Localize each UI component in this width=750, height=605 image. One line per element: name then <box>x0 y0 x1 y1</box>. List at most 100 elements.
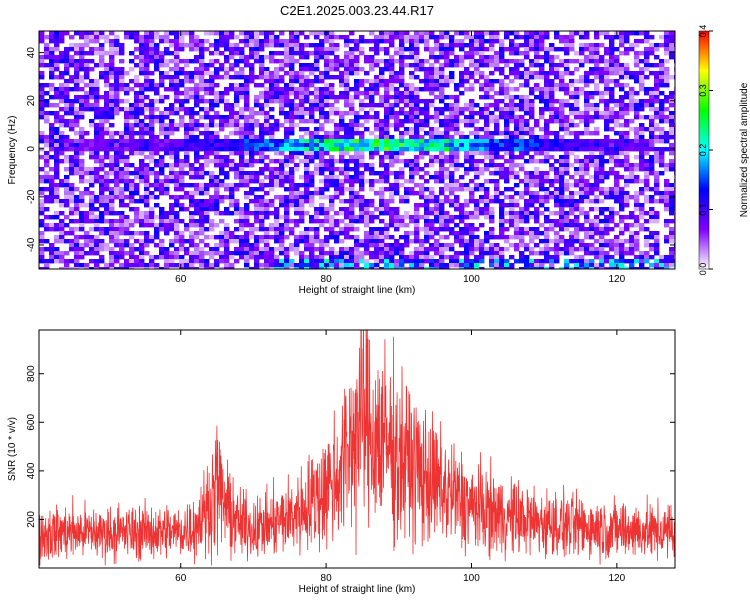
heatmap-cell <box>284 87 290 92</box>
heatmap-cell <box>499 147 505 152</box>
heatmap-cell <box>549 71 555 76</box>
heatmap-cell <box>534 35 540 40</box>
heatmap-cell <box>129 219 135 224</box>
heatmap-cell <box>554 239 560 244</box>
heatmap-cell <box>464 87 470 92</box>
heatmap-cell <box>504 75 510 80</box>
heatmap-cell <box>149 131 155 136</box>
heatmap-cell <box>59 179 65 184</box>
heatmap-cell <box>374 63 380 68</box>
heatmap-cell <box>494 151 500 156</box>
heatmap-cell <box>189 183 195 188</box>
heatmap-cell <box>644 143 650 148</box>
heatmap-cell <box>614 211 620 216</box>
heatmap-cell <box>644 55 650 60</box>
heatmap-cell <box>619 135 625 140</box>
heatmap-cell <box>444 131 450 136</box>
heatmap-cell <box>594 223 600 228</box>
heatmap-cell <box>579 163 585 168</box>
heatmap-cell <box>129 171 135 176</box>
heatmap-cell <box>209 59 215 64</box>
heatmap-cell <box>49 59 55 64</box>
heatmap-cell <box>264 239 270 244</box>
heatmap-cell <box>549 43 555 48</box>
heatmap-cell <box>299 47 305 52</box>
heatmap-cell <box>214 223 220 228</box>
heatmap-cell <box>469 59 475 64</box>
heatmap-cell <box>269 171 275 176</box>
heatmap-cell <box>559 195 565 200</box>
heatmap-cell <box>334 135 340 140</box>
heatmap-cell <box>369 147 375 152</box>
heatmap-cell <box>659 191 665 196</box>
heatmap-cell <box>584 159 590 164</box>
heatmap-cell <box>664 51 670 56</box>
heatmap-cell <box>234 123 240 128</box>
heatmap-cell <box>269 91 275 96</box>
heatmap-cell <box>279 163 285 168</box>
heatmap-cell <box>414 31 420 36</box>
heatmap-cell <box>444 31 450 36</box>
heatmap-cell <box>444 155 450 160</box>
heatmap-cell <box>374 51 380 56</box>
heatmap-cell <box>64 223 70 228</box>
heatmap-cell <box>544 71 550 76</box>
heatmap-cell <box>219 31 225 36</box>
heatmap-cell <box>159 227 165 232</box>
heatmap-cell <box>219 67 225 72</box>
heatmap-cell <box>284 63 290 68</box>
heatmap-cell <box>449 35 455 40</box>
heatmap-cell <box>349 235 355 240</box>
heatmap-cell <box>184 155 190 160</box>
heatmap-cell <box>339 119 345 124</box>
heatmap-cell <box>129 79 135 84</box>
heatmap-cell <box>439 227 445 232</box>
heatmap-cell <box>149 171 155 176</box>
heatmap-cell <box>154 231 160 236</box>
heatmap-cell <box>294 199 300 204</box>
heatmap-cell <box>434 111 440 116</box>
heatmap-cell <box>489 215 495 220</box>
heatmap-cell <box>239 227 245 232</box>
heatmap-cell <box>254 31 260 36</box>
heatmap-cell <box>284 135 290 140</box>
heatmap-cell <box>154 119 160 124</box>
heatmap-cell <box>89 235 95 240</box>
heatmap-cell <box>314 171 320 176</box>
heatmap-cell <box>259 203 265 208</box>
heatmap-cell <box>114 139 120 144</box>
heatmap-cell <box>394 119 400 124</box>
heatmap-cell <box>539 239 545 244</box>
heatmap-cell <box>309 183 315 188</box>
heatmap-cell <box>444 211 450 216</box>
heatmap-cell <box>74 115 80 120</box>
heatmap-cell <box>69 107 75 112</box>
heatmap-cell <box>454 195 460 200</box>
heatmap-cell <box>219 35 225 40</box>
heatmap-cell <box>559 239 565 244</box>
heatmap-cell <box>284 55 290 60</box>
heatmap-cell <box>399 43 405 48</box>
heatmap-cell <box>279 91 285 96</box>
heatmap-cell <box>349 179 355 184</box>
heatmap-cell <box>414 103 420 108</box>
heatmap-cell <box>264 183 270 188</box>
heatmap-cell <box>319 247 325 252</box>
heatmap-cell <box>64 203 70 208</box>
heatmap-cell <box>379 239 385 244</box>
heatmap-cell <box>159 39 165 44</box>
heatmap-cell <box>544 79 550 84</box>
heatmap-cell <box>414 203 420 208</box>
heatmap-cell <box>644 187 650 192</box>
heatmap-cell <box>449 163 455 168</box>
heatmap-cell <box>224 223 230 228</box>
heatmap-cell <box>394 191 400 196</box>
heatmap-cell <box>534 87 540 92</box>
heatmap-cell <box>169 227 175 232</box>
heatmap-cell <box>399 119 405 124</box>
heatmap-cell <box>94 219 100 224</box>
heatmap-cell <box>414 99 420 104</box>
heatmap-cell <box>589 139 595 144</box>
heatmap-cell <box>619 187 625 192</box>
heatmap-cell <box>59 131 65 136</box>
